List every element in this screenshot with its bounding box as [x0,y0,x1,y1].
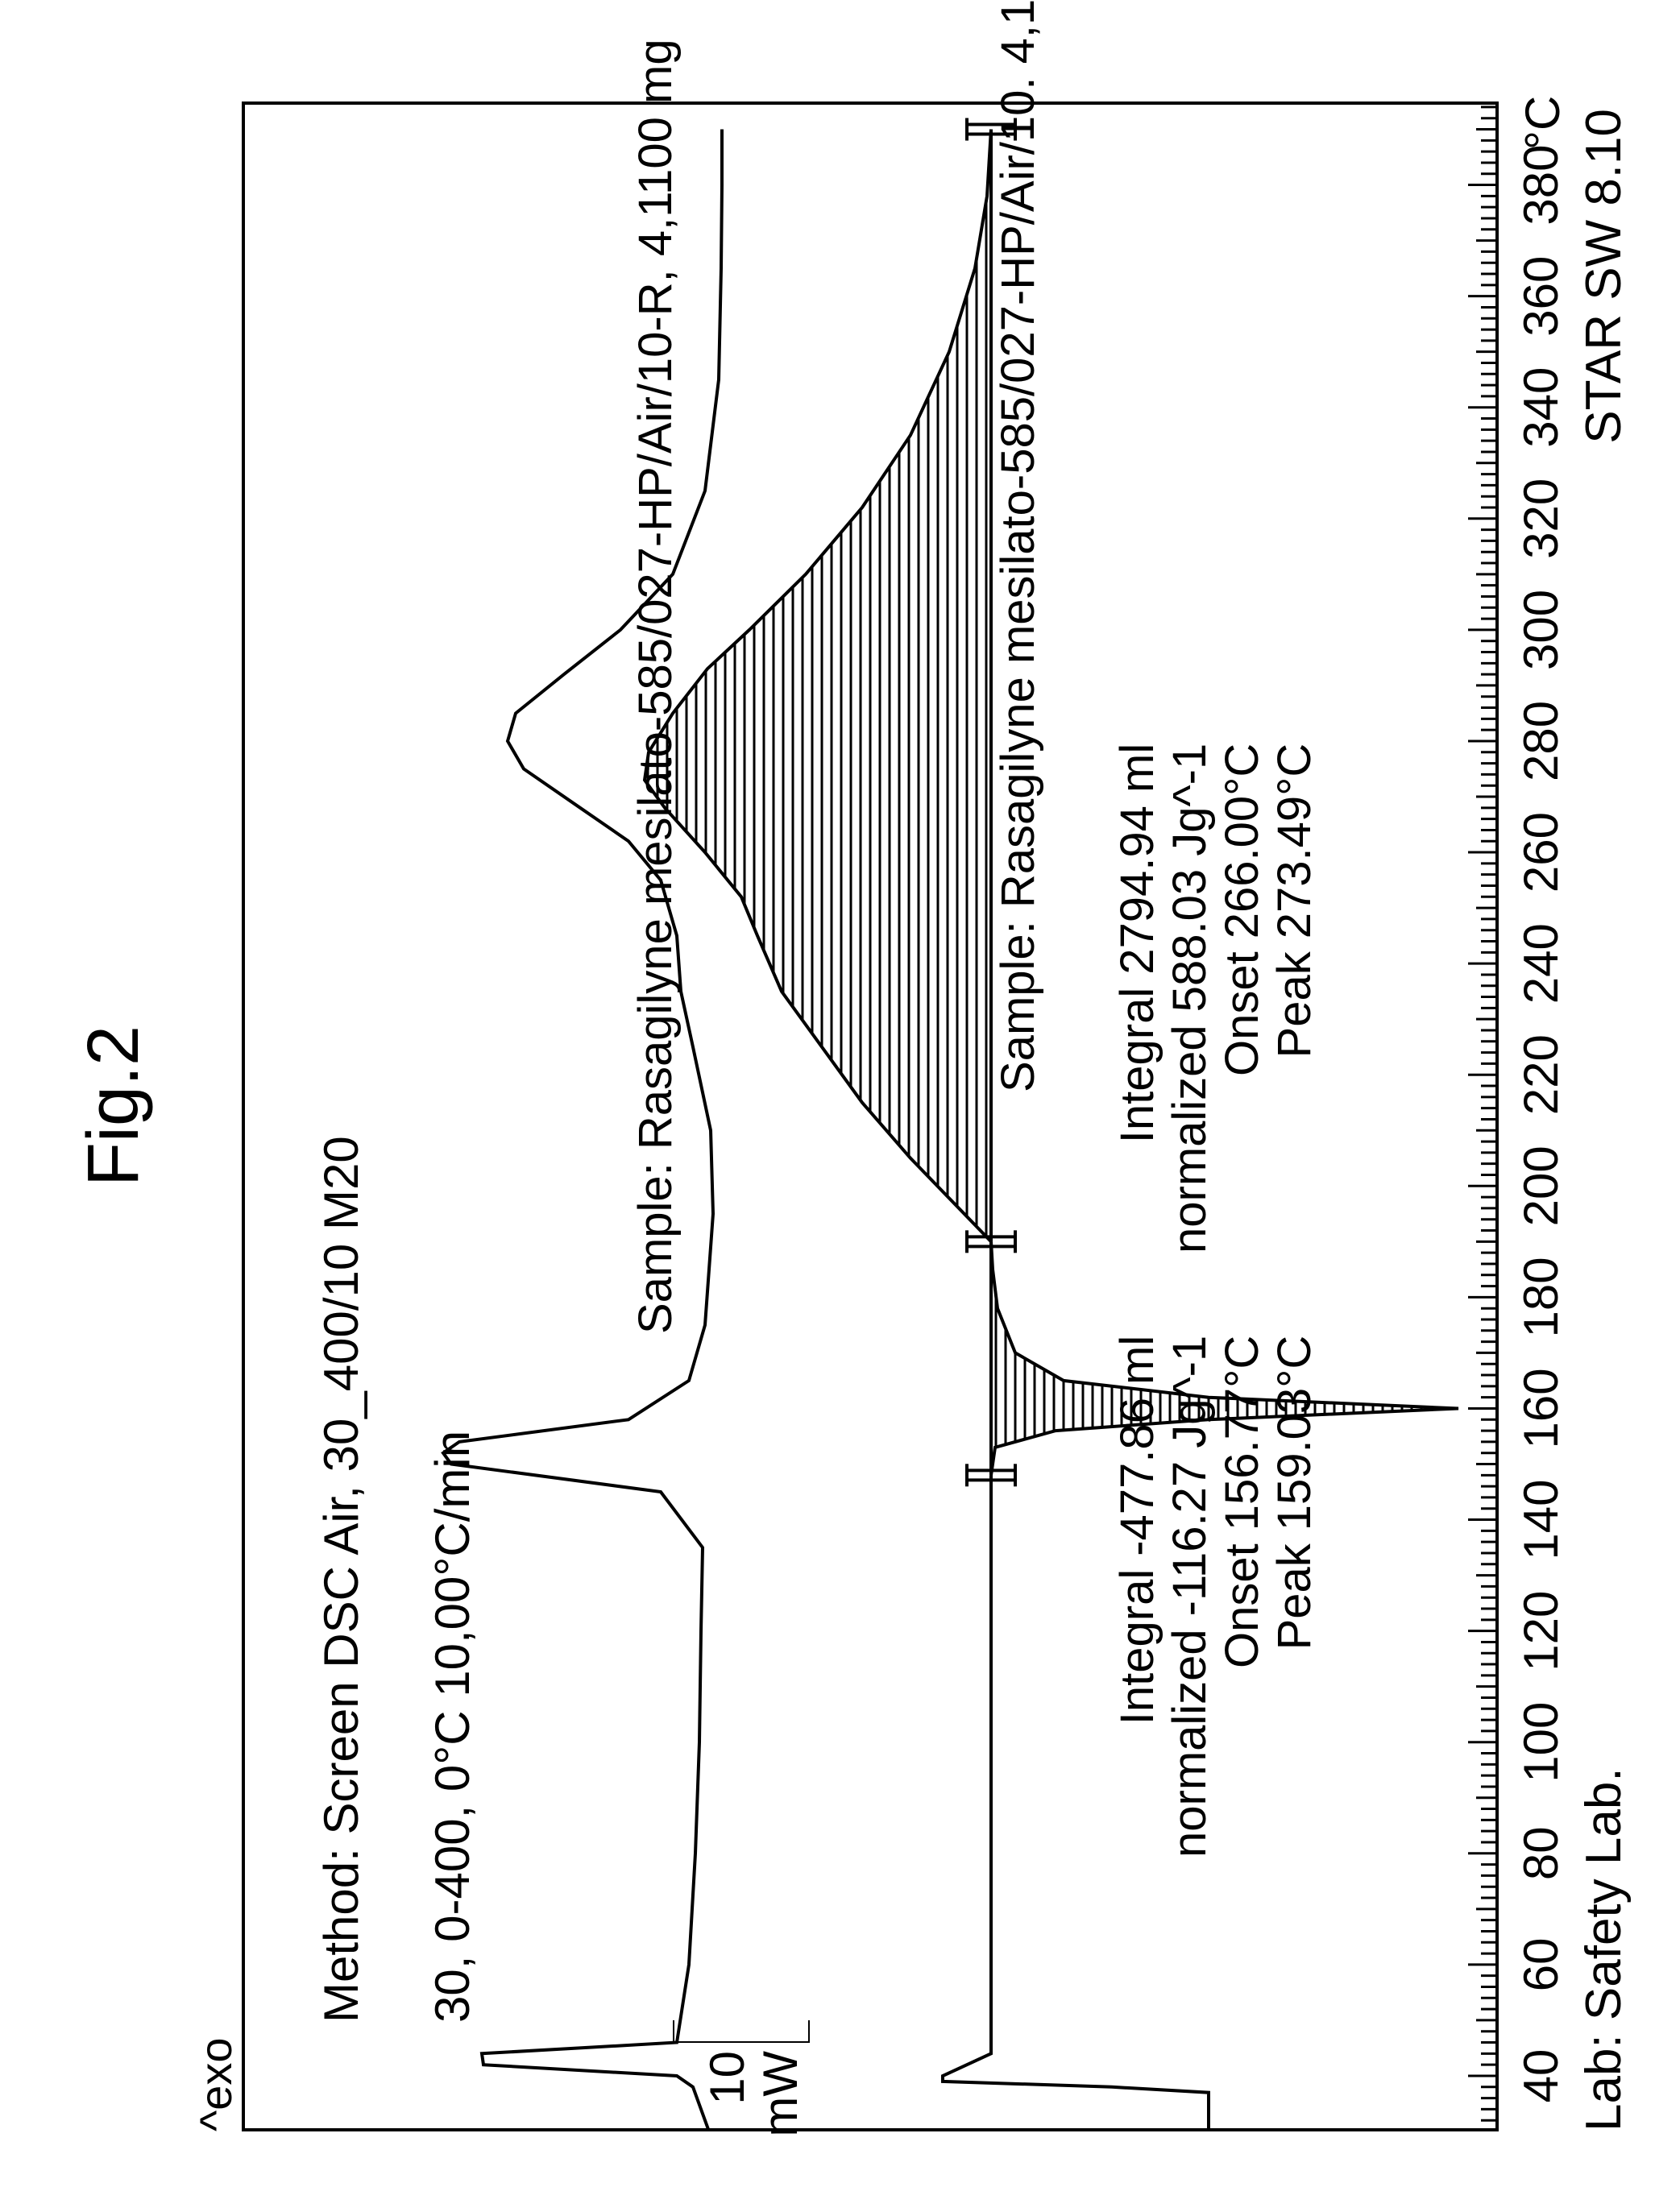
method-line2: 30, 0-400, 0°C 10,00°C/min [425,1431,479,2023]
x-tick-label: 160 [1513,1368,1569,1448]
lbl: Integral [1112,1569,1164,1725]
figure-container: Fig.2 ^exo Method: Screen DSC Air, 30_40… [0,0,1655,2212]
y-scale-unit: mW [753,2051,807,2137]
y-scale-label: 10 mW [701,2051,807,2164]
x-tick-label: 360 [1513,256,1569,337]
x-tick-label: 80 [1513,1826,1569,1880]
method-text: Method: Screen DSC Air, 30_400/10 M20 30… [258,1136,536,2103]
val: 159.03°C [1269,1336,1321,1543]
val: 156.77°C [1217,1336,1269,1543]
y-scale-bracket [673,2019,810,2043]
peak-block-left: Integral-477.86 ml normalized-116.27 Jg^… [1112,1336,1321,1858]
val: 588.03 Jg^-1 [1164,744,1217,1025]
software-label: STAR SW 8.10 [1575,109,1632,444]
lbl: Integral [1112,988,1164,1143]
figure-title: Fig.2 [73,0,156,2212]
peak-block-right: Integral2794.94 ml normalized588.03 Jg^-… [1112,744,1321,1253]
lbl: Onset [1217,951,1269,1076]
x-tick-label: 180 [1513,1257,1569,1337]
val: 2794.94 ml [1112,744,1164,988]
sample-top-label: Sample: Rasagilyne mesilato-585/027-HP/A… [628,39,682,1334]
x-tick-label: 40 [1513,2049,1569,2103]
lbl: normalized [1164,1025,1217,1253]
x-tick-label: 280 [1513,701,1569,781]
x-tick-label: 140 [1513,1480,1569,1560]
lbl: Peak [1269,1543,1321,1650]
x-tick-label: 320 [1513,478,1569,559]
lbl: Peak [1269,951,1321,1058]
x-tick-label: 120 [1513,1591,1569,1671]
x-tick-label: 240 [1513,923,1569,1004]
sample-bottom-label: Sample: Rasagilyne mesilato-585/027-HP/A… [991,0,1045,1092]
val: 266.00°C [1217,744,1269,951]
lbl: normalized [1164,1629,1217,1858]
x-tick-label: 100 [1513,1702,1569,1783]
x-tick-label: 260 [1513,812,1569,893]
x-tick-label: 300 [1513,590,1569,670]
x-tick-label: 200 [1513,1145,1569,1226]
lbl: Onset [1217,1543,1269,1668]
lab-label: Lab: Safety Lab. [1575,1767,1632,2131]
y-scale-value: 10 [700,2051,754,2105]
exo-label: ^exo [189,2037,242,2131]
x-tick-label: 220 [1513,1034,1569,1115]
x-axis-unit: °C [1515,96,1570,150]
val: -116.27 Jg^-1 [1164,1336,1217,1630]
val: -477.86 ml [1112,1336,1164,1569]
method-line1: Method: Screen DSC Air, 30_400/10 M20 [314,1136,368,2023]
x-tick-label: 60 [1513,1938,1569,1992]
x-tick-label: 380 [1513,145,1569,226]
x-tick-label: 340 [1513,367,1569,448]
val: 273.49°C [1269,744,1321,951]
